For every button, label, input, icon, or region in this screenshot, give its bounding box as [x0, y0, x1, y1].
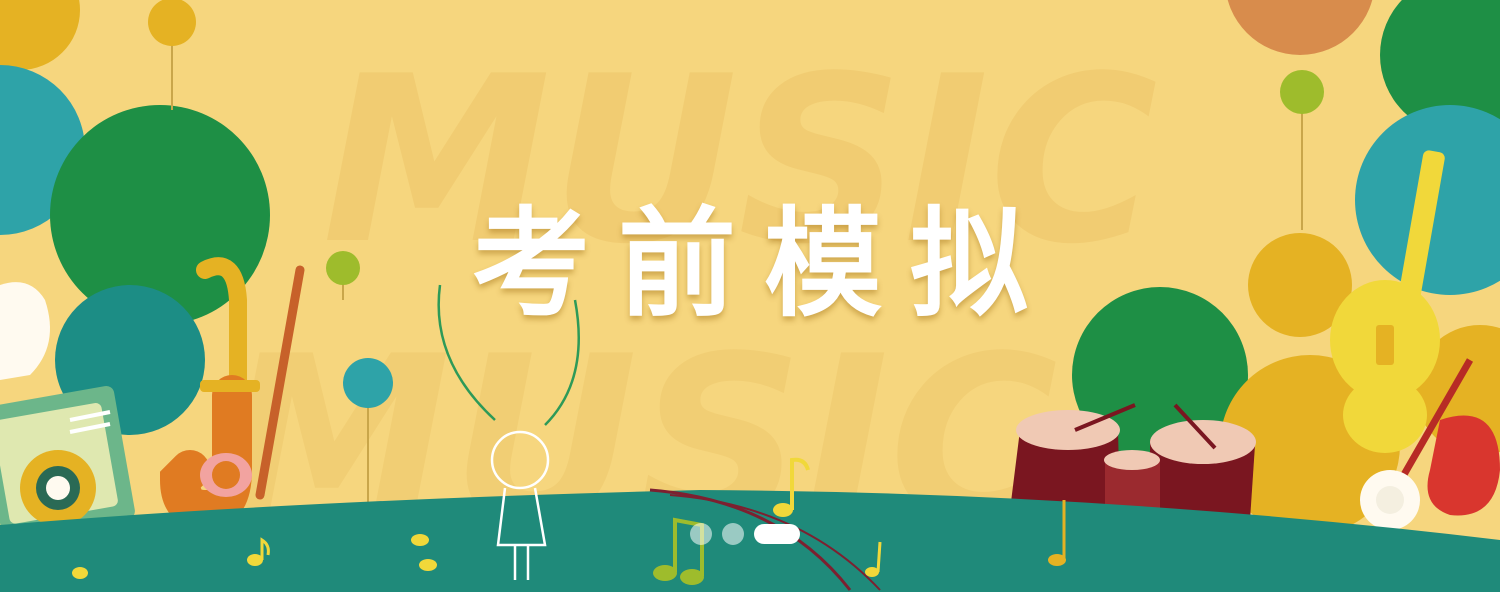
lime-balloon: [326, 251, 360, 285]
guitar-illustration: [1360, 358, 1500, 530]
girl-illustration: [437, 284, 580, 580]
lime-balloon-right: [1280, 70, 1324, 114]
teal-balloon: [343, 358, 393, 408]
music-notes: [72, 457, 1066, 585]
right-mustard-circle: [1248, 233, 1352, 337]
flute-illustration: [255, 265, 305, 500]
carousel-dot-1[interactable]: [690, 523, 712, 545]
right-green-circle-top: [1380, 0, 1500, 135]
radio-illustration: [0, 385, 135, 540]
ukulele-illustration: [1330, 150, 1445, 453]
right-orange-circle: [1227, 0, 1373, 55]
ground-hill: [0, 490, 1500, 592]
left-mustard-circle: [0, 0, 80, 70]
carousel-dot-3-active[interactable]: [754, 524, 800, 544]
right-green-circle-mid: [1072, 287, 1248, 463]
watermark-music-top: MUSIC: [322, 28, 1158, 295]
yellow-balloon: [148, 0, 196, 46]
saxophone-illustration: [159, 257, 260, 531]
page-title: 考前模拟: [471, 195, 1056, 333]
carousel-dot-2[interactable]: [722, 523, 744, 545]
carousel-indicators: [690, 523, 800, 545]
drum-set-illustration: [1010, 403, 1256, 520]
